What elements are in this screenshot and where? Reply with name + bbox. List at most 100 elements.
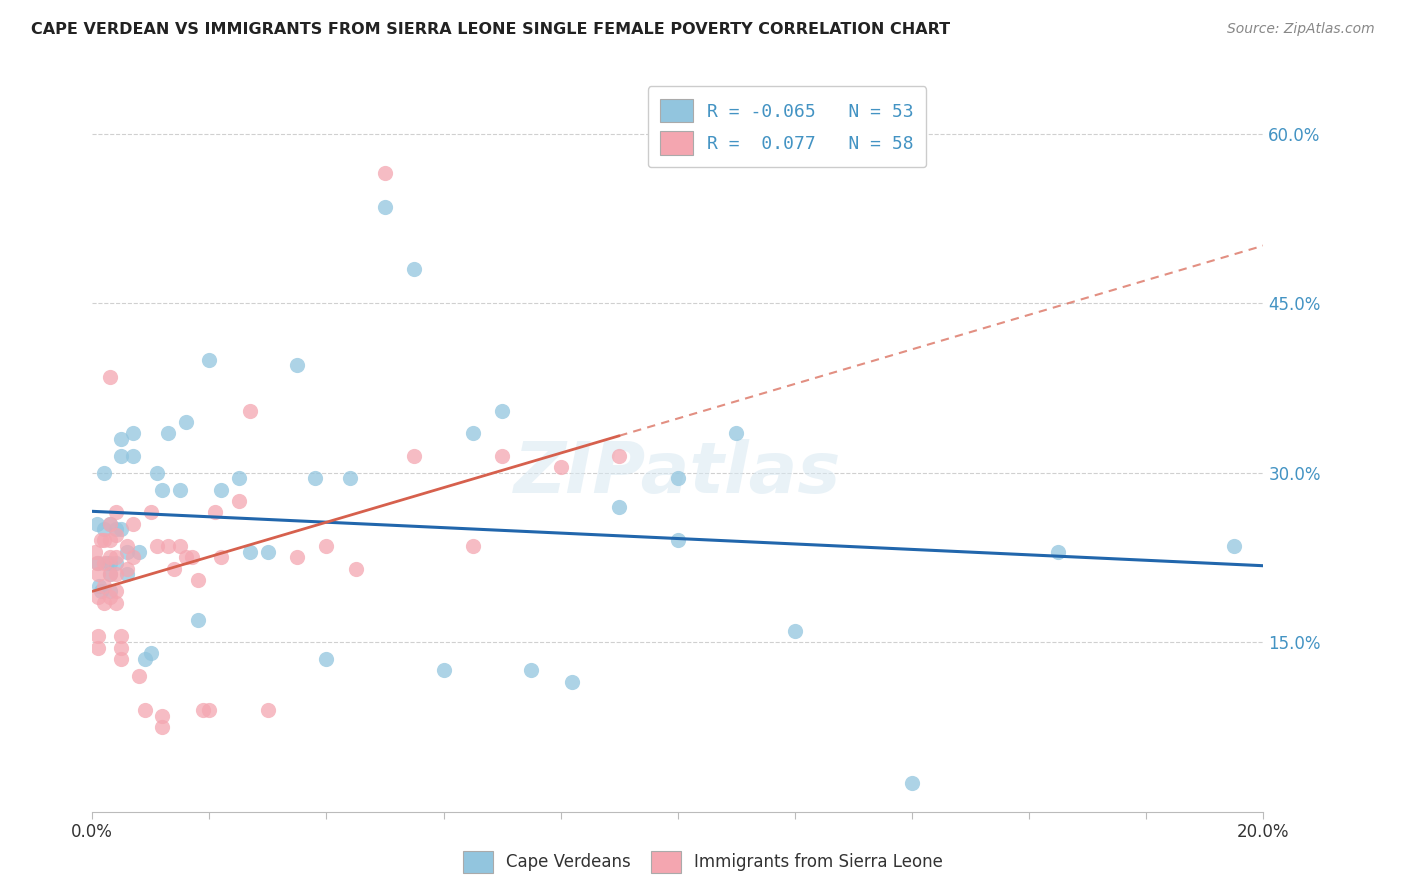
Point	[98, 567, 121, 582]
Point	[93, 556, 115, 570]
Point	[139, 647, 162, 661]
Point	[1223, 539, 1246, 553]
Point	[87, 640, 110, 655]
Point	[93, 533, 115, 548]
Point	[315, 652, 337, 666]
Point	[98, 516, 121, 531]
Point	[404, 449, 426, 463]
Point	[117, 545, 139, 559]
Point	[87, 630, 110, 644]
Point	[86, 556, 108, 570]
Point	[157, 426, 180, 441]
Point	[134, 703, 156, 717]
Point	[1047, 545, 1070, 559]
Point	[228, 471, 250, 485]
Point	[550, 460, 572, 475]
Point	[204, 505, 226, 519]
Point	[491, 449, 513, 463]
Point	[98, 567, 121, 582]
Point	[607, 449, 630, 463]
Point	[117, 562, 139, 576]
Point	[461, 539, 484, 553]
Point	[404, 262, 426, 277]
Point	[87, 590, 110, 604]
Point	[104, 596, 127, 610]
Point	[169, 539, 191, 553]
Point	[104, 567, 127, 582]
Point	[98, 584, 121, 599]
Point	[187, 613, 209, 627]
Legend: R = -0.065   N = 53, R =  0.077   N = 58: R = -0.065 N = 53, R = 0.077 N = 58	[648, 87, 927, 167]
Text: ZIPatlas: ZIPatlas	[515, 440, 841, 508]
Point	[93, 466, 115, 480]
Point	[901, 776, 924, 790]
Point	[104, 522, 127, 536]
Point	[110, 522, 132, 536]
Text: Source: ZipAtlas.com: Source: ZipAtlas.com	[1227, 22, 1375, 37]
Point	[193, 703, 215, 717]
Point	[134, 652, 156, 666]
Point	[87, 556, 110, 570]
Point	[285, 359, 308, 373]
Point	[209, 550, 232, 565]
Point	[561, 674, 583, 689]
Point	[104, 584, 127, 599]
Point	[725, 426, 748, 441]
Point	[110, 449, 132, 463]
Point	[257, 703, 280, 717]
Point	[198, 352, 221, 367]
Point	[145, 539, 167, 553]
Point	[98, 590, 121, 604]
Point	[90, 584, 112, 599]
Point	[89, 579, 111, 593]
Point	[87, 567, 110, 582]
Point	[104, 556, 127, 570]
Point	[104, 505, 127, 519]
Point	[209, 483, 232, 497]
Point	[304, 471, 326, 485]
Point	[122, 449, 145, 463]
Point	[110, 640, 132, 655]
Point	[285, 550, 308, 565]
Point	[96, 556, 118, 570]
Point	[110, 630, 132, 644]
Point	[93, 596, 115, 610]
Point	[86, 516, 108, 531]
Point	[180, 550, 202, 565]
Point	[145, 466, 167, 480]
Point	[374, 166, 396, 180]
Point	[122, 426, 145, 441]
Point	[152, 483, 174, 497]
Point	[117, 567, 139, 582]
Point	[98, 556, 121, 570]
Point	[128, 545, 150, 559]
Point	[152, 708, 174, 723]
Point	[339, 471, 361, 485]
Text: CAPE VERDEAN VS IMMIGRANTS FROM SIERRA LEONE SINGLE FEMALE POVERTY CORRELATION C: CAPE VERDEAN VS IMMIGRANTS FROM SIERRA L…	[31, 22, 950, 37]
Point	[374, 200, 396, 214]
Point	[117, 539, 139, 553]
Point	[163, 562, 186, 576]
Point	[169, 483, 191, 497]
Point	[110, 652, 132, 666]
Point	[315, 539, 337, 553]
Point	[104, 550, 127, 565]
Point	[84, 545, 107, 559]
Point	[93, 579, 115, 593]
Point	[239, 403, 262, 417]
Point	[174, 415, 197, 429]
Point	[98, 533, 121, 548]
Point	[491, 403, 513, 417]
Point	[187, 573, 209, 587]
Point	[228, 494, 250, 508]
Point	[783, 624, 806, 638]
Point	[432, 664, 454, 678]
Point	[93, 522, 115, 536]
Point	[122, 550, 145, 565]
Point	[520, 664, 543, 678]
Point	[666, 471, 689, 485]
Point	[152, 720, 174, 734]
Point	[98, 516, 121, 531]
Point	[90, 533, 112, 548]
Point	[122, 516, 145, 531]
